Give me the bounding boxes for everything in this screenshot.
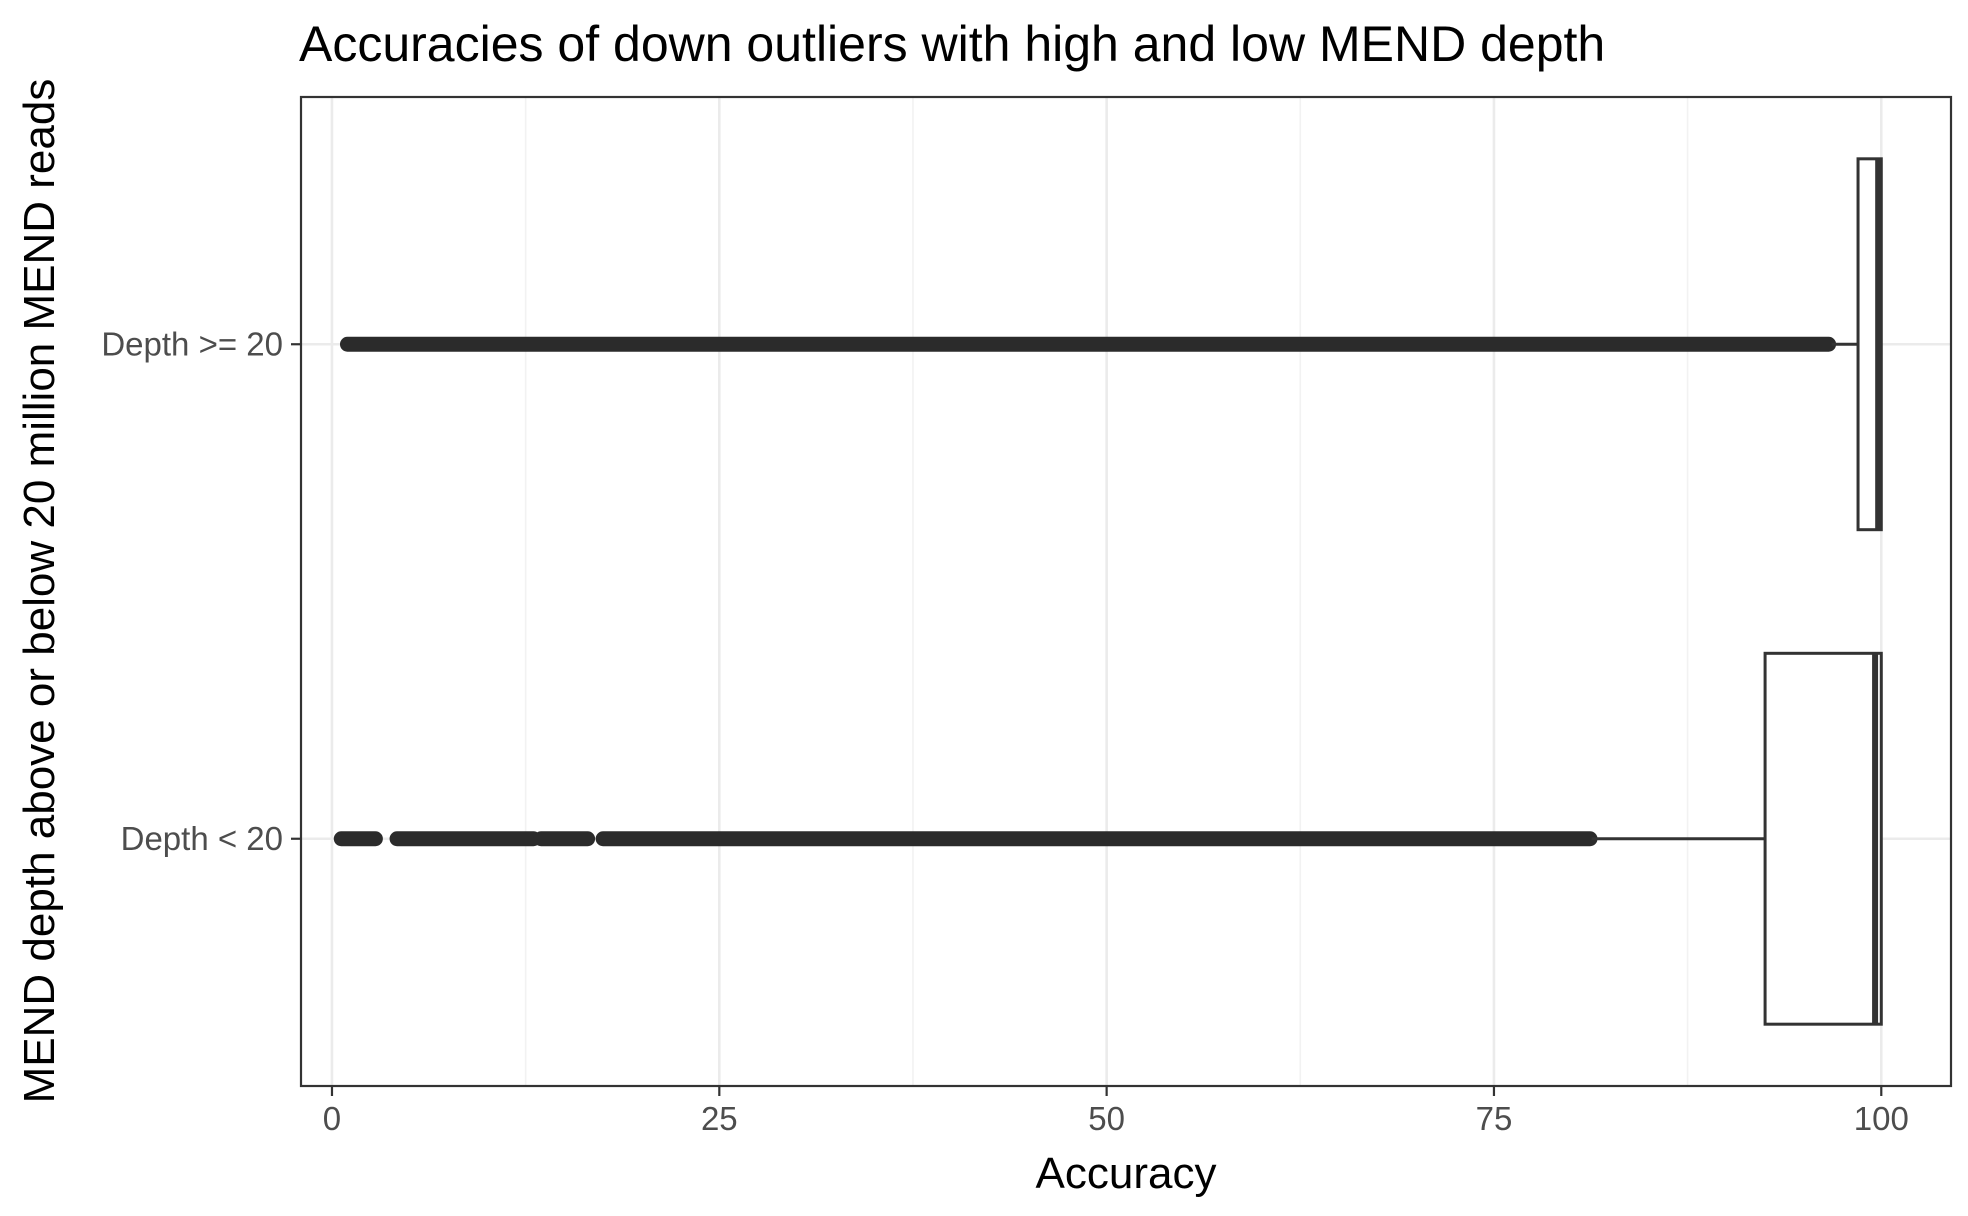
x-axis-title: Accuracy [1036,1149,1217,1198]
box-group-depth-ge-20 [339,157,1883,532]
chart-title: Accuracies of down outliers with high an… [299,16,1605,72]
y-axis: Depth >= 20 Depth < 20 [101,325,301,857]
box-group-depth-lt-20 [333,651,1883,1026]
x-tick-label: 0 [323,1100,341,1137]
panel-border [299,95,1953,1088]
x-tick-label: 25 [701,1100,738,1137]
x-tick-label: 50 [1088,1100,1125,1137]
x-axis: 0 25 50 75 100 [323,1086,1909,1137]
x-tick-label: 75 [1476,1100,1513,1137]
y-tick-label: Depth < 20 [121,820,283,857]
x-tick-label: 100 [1854,1100,1909,1137]
box-iqr [1763,651,1883,1026]
outlier-points [339,336,1837,352]
grid-layer [301,97,1951,1086]
box-layer [333,157,1883,1026]
y-axis-title: MEND depth above or below 20 million MEN… [15,79,64,1104]
y-tick-label: Depth >= 20 [101,325,283,362]
